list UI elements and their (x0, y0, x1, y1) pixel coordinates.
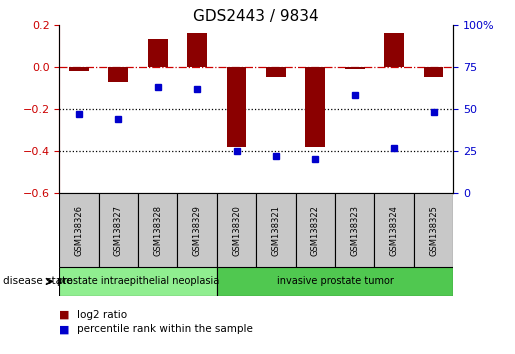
Text: GSM138322: GSM138322 (311, 205, 320, 256)
Text: GSM138329: GSM138329 (193, 205, 201, 256)
Bar (59, 267, 217, 296)
Bar (335, 193, 374, 267)
Text: ■: ■ (59, 324, 70, 334)
Bar (414, 193, 453, 267)
Bar (305, 67, 325, 147)
Text: ■: ■ (59, 310, 70, 320)
Bar (109, 67, 128, 81)
Text: GSM138325: GSM138325 (429, 205, 438, 256)
Text: GSM138320: GSM138320 (232, 205, 241, 256)
Text: disease state: disease state (3, 276, 72, 286)
Bar (256, 193, 296, 267)
Bar (227, 67, 246, 147)
Text: invasive prostate tumor: invasive prostate tumor (277, 276, 393, 286)
Text: GSM138321: GSM138321 (271, 205, 280, 256)
Bar (177, 193, 217, 267)
Bar (69, 67, 89, 71)
Bar (99, 193, 138, 267)
Text: GSM138323: GSM138323 (350, 205, 359, 256)
Bar (187, 33, 207, 67)
Bar (296, 193, 335, 267)
Bar (374, 193, 414, 267)
Bar (424, 67, 443, 77)
Title: GDS2443 / 9834: GDS2443 / 9834 (194, 8, 319, 24)
Text: GSM138326: GSM138326 (75, 205, 83, 256)
Bar (345, 67, 365, 69)
Bar (148, 40, 167, 67)
Bar (217, 193, 256, 267)
Bar (266, 67, 286, 77)
Bar (59, 193, 99, 267)
Text: prostate intraepithelial neoplasia: prostate intraepithelial neoplasia (57, 276, 219, 286)
Bar (217, 267, 453, 296)
Bar (384, 33, 404, 67)
Text: GSM138327: GSM138327 (114, 205, 123, 256)
Text: GSM138324: GSM138324 (390, 205, 399, 256)
Bar (138, 193, 177, 267)
Text: GSM138328: GSM138328 (153, 205, 162, 256)
Text: log2 ratio: log2 ratio (77, 310, 127, 320)
Text: percentile rank within the sample: percentile rank within the sample (77, 324, 253, 334)
